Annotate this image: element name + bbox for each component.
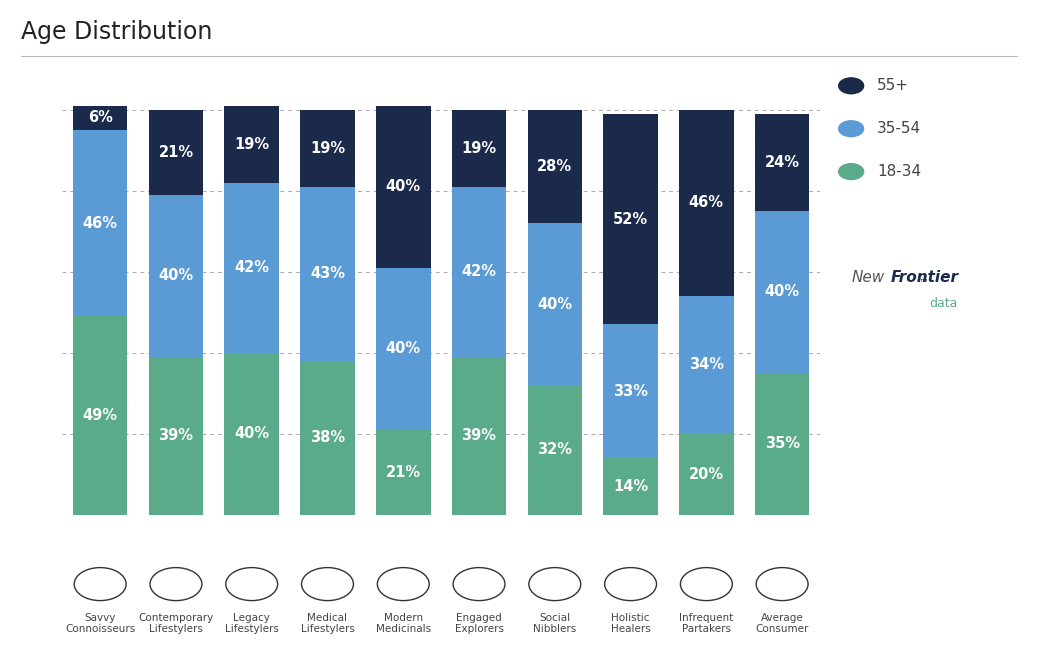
Text: Savvy
Connoisseurs: Savvy Connoisseurs [65,613,135,634]
Bar [300,361,355,515]
Text: 40%: 40% [538,296,572,312]
Text: 28%: 28% [538,159,572,174]
Text: 49%: 49% [83,408,117,423]
Text: 40%: 40% [765,284,799,300]
Text: 20%: 20% [689,467,723,482]
Bar [527,385,582,515]
Bar [755,114,810,211]
Text: 6%: 6% [88,110,112,125]
Text: 38%: 38% [310,430,345,446]
Text: 34%: 34% [689,358,723,372]
Text: 42%: 42% [462,264,496,279]
Text: New: New [851,270,884,284]
Text: Frontier: Frontier [891,270,959,284]
Bar [376,430,431,515]
Bar [527,223,582,385]
Bar [300,110,355,187]
Bar [452,357,507,515]
Text: 46%: 46% [83,216,117,230]
Text: 35%: 35% [765,436,799,451]
Text: 19%: 19% [462,141,496,156]
Bar [452,187,507,357]
Text: 33%: 33% [613,383,648,399]
Bar [603,324,658,458]
Text: 19%: 19% [235,137,269,152]
Text: 21%: 21% [386,465,420,480]
Text: 40%: 40% [386,341,420,356]
Text: 40%: 40% [159,268,193,283]
Text: ™: ™ [919,277,928,287]
Text: 43%: 43% [310,266,345,281]
Text: Infrequent
Partakers: Infrequent Partakers [679,613,734,634]
Text: 32%: 32% [538,442,572,457]
Bar [679,296,734,434]
Bar [73,130,128,316]
Text: Average
Consumer: Average Consumer [756,613,809,634]
Text: 55+: 55+ [877,79,909,93]
Text: Legacy
Lifestylers: Legacy Lifestylers [225,613,278,634]
Bar [148,195,203,357]
Bar [224,352,279,515]
Bar [376,268,431,430]
Text: data: data [929,297,957,310]
Bar [148,357,203,515]
Bar [224,106,279,183]
Text: 24%: 24% [765,155,799,170]
Bar [603,458,658,515]
Bar [224,183,279,352]
Text: 39%: 39% [462,428,496,444]
Text: Holistic
Healers: Holistic Healers [610,613,651,634]
Bar [73,106,128,130]
Text: Social
Nibblers: Social Nibblers [534,613,576,634]
Text: Modern
Medicinals: Modern Medicinals [376,613,431,634]
Text: 18-34: 18-34 [877,164,922,179]
Bar [73,316,128,515]
Bar [679,434,734,515]
Bar [527,110,582,223]
Bar [452,110,507,187]
Text: 46%: 46% [689,195,723,211]
Bar [755,373,810,515]
Bar [376,106,431,268]
Bar [300,187,355,361]
Text: 39%: 39% [159,428,193,444]
Text: Age Distribution: Age Distribution [21,20,212,44]
Bar [148,110,203,195]
Text: Engaged
Explorers: Engaged Explorers [455,613,503,634]
Text: 19%: 19% [310,141,345,156]
Text: 35-54: 35-54 [877,121,922,136]
Text: Medical
Lifestylers: Medical Lifestylers [301,613,354,634]
Text: 52%: 52% [613,212,648,226]
Bar [603,114,658,324]
Text: 40%: 40% [235,426,269,442]
Text: 14%: 14% [613,479,648,494]
Text: 40%: 40% [386,179,420,194]
Text: Contemporary
Lifestylers: Contemporary Lifestylers [138,613,214,634]
Text: 21%: 21% [159,145,193,160]
Bar [755,211,810,373]
Bar [679,110,734,296]
Text: 42%: 42% [235,260,269,275]
